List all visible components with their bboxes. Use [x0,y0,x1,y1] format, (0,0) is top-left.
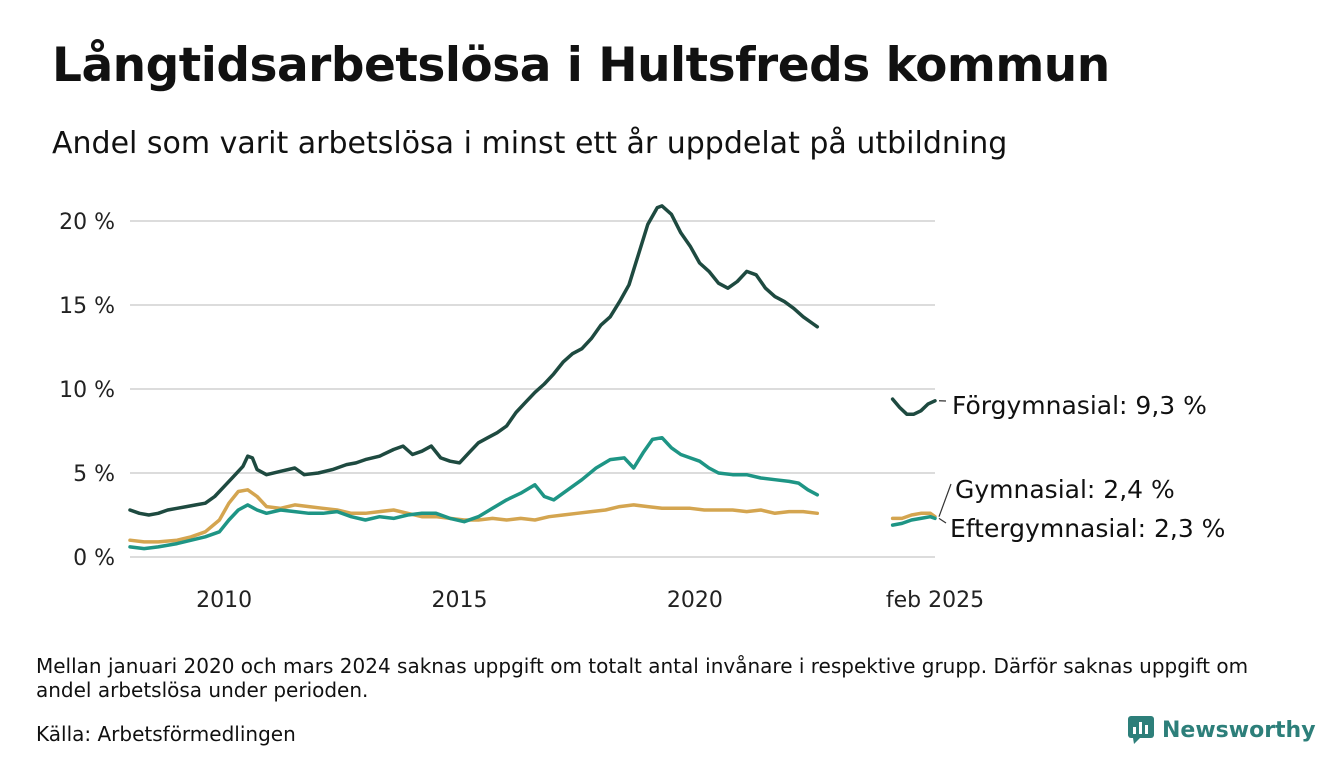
x-axis: 2010 2015 2020 feb 2025 [196,588,984,613]
series-line-förgymnasial [128,204,820,517]
leader-line [938,517,947,524]
x-tick-label: 2020 [667,588,723,613]
series-line-gymnasial [890,511,937,521]
x-tick-label: 2010 [196,588,252,613]
line-chart: 0 %5 %10 %15 %20 % 2010 2015 2020 feb 2025 … [59,204,1225,613]
leader-line [938,483,952,517]
x-tick-label: feb 2025 [886,588,984,613]
y-tick-label: 10 % [59,378,115,403]
series-line-eftergymnasial [890,514,937,527]
footnote: Mellan januari 2020 och mars 2024 saknas… [36,654,1249,702]
end-label-förgymnasial: Förgymnasial: 9,3 % [952,391,1207,420]
y-axis: 0 % 5 % 10 % 15 % 20 % [59,210,115,571]
logo-icon [1128,716,1154,744]
newsworthy-logo: Newsworthy [1128,716,1316,744]
x-tick-label: 2015 [432,588,488,613]
chart-subtitle: Andel som varit arbetslösa i minst ett å… [52,126,1008,161]
series-line-förgymnasial [890,397,937,416]
y-tick-label: 15 % [59,294,115,319]
series-line-eftergymnasial [128,435,820,551]
source-text: Källa: Arbetsförmedlingen [36,722,296,746]
gridlines [130,220,935,558]
end-labels: Förgymnasial: 9,3 % Gymnasial: 2,4 % Efter… [938,391,1225,543]
logo-text: Newsworthy [1162,717,1316,743]
end-label-gymnasial: Gymnasial: 2,4 % [955,475,1175,504]
series-lines [128,204,937,551]
y-tick-label: 0 % [73,546,115,571]
end-label-eftergymnasial: Eftergymnasial: 2,3 % [950,514,1225,543]
chart-title: Långtidsarbetslösa i Hultsfreds kommun [52,38,1110,93]
y-tick-label: 5 % [73,462,115,487]
y-tick-label: 20 % [59,210,115,235]
